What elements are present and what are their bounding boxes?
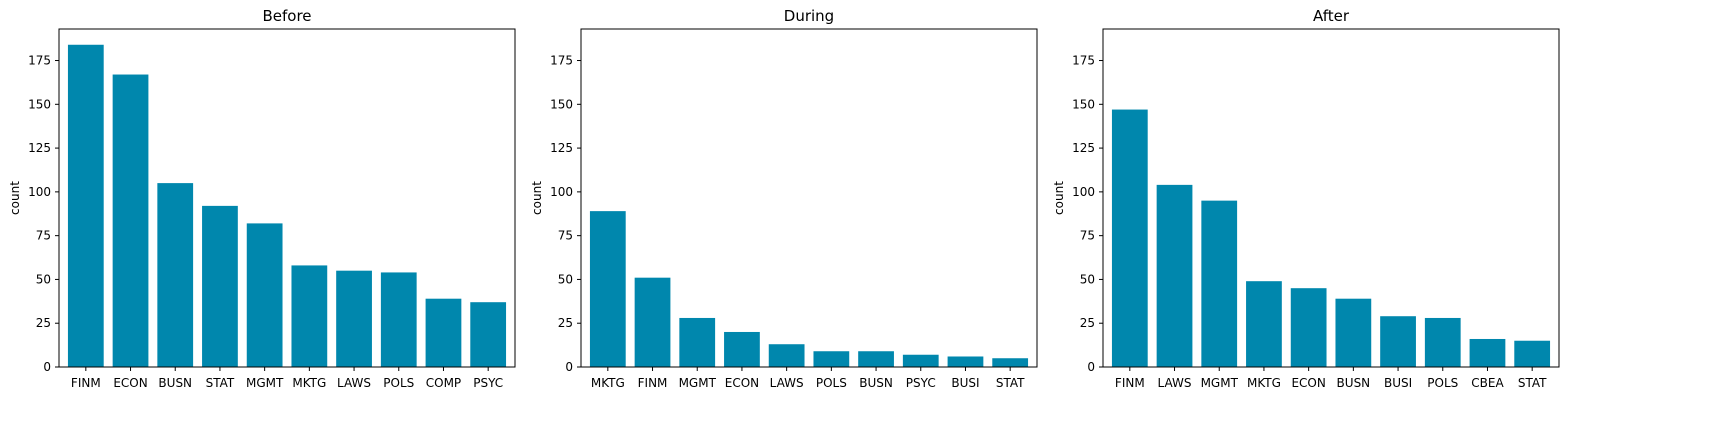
y-tick-label: 0 xyxy=(43,360,51,374)
bar xyxy=(947,356,984,367)
bar xyxy=(813,351,850,367)
x-tick-label: MGMT xyxy=(1201,376,1239,390)
y-tick-label: 175 xyxy=(28,54,51,68)
y-tick-label: 100 xyxy=(1072,185,1095,199)
bar xyxy=(1246,281,1282,367)
y-tick-label: 25 xyxy=(1080,316,1095,330)
y-tick-label: 150 xyxy=(1072,97,1095,111)
y-axis-label: count xyxy=(1052,181,1066,215)
bar xyxy=(67,44,104,367)
x-tick-label: STAT xyxy=(206,376,235,390)
x-tick-label: ECON xyxy=(725,376,759,390)
x-tick-label: FINM xyxy=(638,376,668,390)
x-tick-label: POLS xyxy=(1427,376,1458,390)
y-tick-label: 0 xyxy=(565,360,573,374)
x-tick-label: CBEA xyxy=(1471,376,1504,390)
y-tick-label: 25 xyxy=(558,316,573,330)
y-axis-label: count xyxy=(8,181,22,215)
bar xyxy=(768,344,805,367)
chart-title: During xyxy=(784,7,834,25)
x-tick-label: FINM xyxy=(1115,376,1145,390)
bar xyxy=(589,211,626,367)
y-tick-label: 100 xyxy=(28,185,51,199)
x-tick-label: STAT xyxy=(996,376,1025,390)
bar xyxy=(902,354,939,367)
x-tick-label: BUSN xyxy=(859,376,893,390)
x-tick-label: ECON xyxy=(1291,376,1325,390)
bar xyxy=(679,317,716,367)
y-tick-label: 175 xyxy=(1072,54,1095,68)
bar xyxy=(1514,340,1551,367)
subplot-after: After count FINM LAWS MGMT MKTG ECON BUSN BUSI… xyxy=(1052,7,1560,390)
x-tick-label: BUSI xyxy=(951,376,979,390)
bar xyxy=(470,302,507,367)
bar xyxy=(634,277,671,367)
bar xyxy=(1335,298,1372,367)
x-tick-label: BUSN xyxy=(158,376,192,390)
bar xyxy=(1424,317,1461,367)
x-tick-label: POLS xyxy=(816,376,847,390)
y-tick-label: 25 xyxy=(36,316,51,330)
axes-frame xyxy=(580,28,1038,368)
bar xyxy=(380,272,417,367)
x-tick-label: POLS xyxy=(383,376,414,390)
x-tick-label: BUSN xyxy=(1337,376,1371,390)
subplot-during: During count MKTG FINM MGMT ECON LAWS POLS BUS… xyxy=(530,7,1038,390)
bar xyxy=(724,331,760,367)
x-tick-label: ECON xyxy=(113,376,147,390)
bar xyxy=(112,74,149,367)
bar xyxy=(1380,316,1416,367)
x-tick-label: PSYC xyxy=(473,376,503,390)
chart-title: After xyxy=(1313,7,1350,25)
x-tick-label: FINM xyxy=(71,376,101,390)
bar xyxy=(858,351,894,367)
x-tick-label: LAWS xyxy=(1158,376,1192,390)
x-tick-label: MKTG xyxy=(1247,376,1281,390)
y-tick-label: 0 xyxy=(1087,360,1095,374)
bar xyxy=(1290,288,1327,367)
bar xyxy=(1469,338,1506,367)
x-tick-label: STAT xyxy=(1518,376,1547,390)
x-tick-label: MGMT xyxy=(679,376,717,390)
y-tick-label: 100 xyxy=(550,185,573,199)
y-tick-label: 75 xyxy=(558,229,573,243)
y-tick-label: 150 xyxy=(550,97,573,111)
bar xyxy=(157,183,194,367)
x-tick-label: BUSI xyxy=(1384,376,1412,390)
y-tick-label: 75 xyxy=(36,229,51,243)
y-tick-label: 125 xyxy=(550,141,573,155)
bar xyxy=(291,265,328,367)
axes-frame xyxy=(58,28,516,368)
x-tick-label: LAWS xyxy=(770,376,804,390)
y-tick-label: 50 xyxy=(36,272,51,286)
x-tick-label: COMP xyxy=(426,376,461,390)
y-tick-label: 50 xyxy=(558,272,573,286)
x-tick-label: LAWS xyxy=(337,376,371,390)
y-tick-label: 75 xyxy=(1080,229,1095,243)
bar xyxy=(425,298,462,367)
y-tick-label: 175 xyxy=(550,54,573,68)
bar xyxy=(1201,200,1238,367)
x-tick-label: MKTG xyxy=(591,376,625,390)
bar xyxy=(246,223,283,367)
y-tick-label: 125 xyxy=(1072,141,1095,155)
x-tick-label: MKTG xyxy=(292,376,326,390)
bar xyxy=(202,205,238,367)
bar xyxy=(992,358,1029,367)
y-tick-label: 125 xyxy=(28,141,51,155)
x-tick-label: PSYC xyxy=(906,376,936,390)
subplot-before: Before count FINM ECON BUSN STAT MGMT MKTG LAW… xyxy=(8,7,516,390)
axes-frame xyxy=(1102,28,1560,368)
bar xyxy=(1111,109,1148,367)
bar xyxy=(1156,184,1193,367)
y-axis-label: count xyxy=(530,181,544,215)
y-tick-label: 50 xyxy=(1080,272,1095,286)
bar xyxy=(336,270,372,367)
chart-title: Before xyxy=(262,7,311,25)
x-tick-label: MGMT xyxy=(246,376,284,390)
y-tick-label: 150 xyxy=(28,97,51,111)
